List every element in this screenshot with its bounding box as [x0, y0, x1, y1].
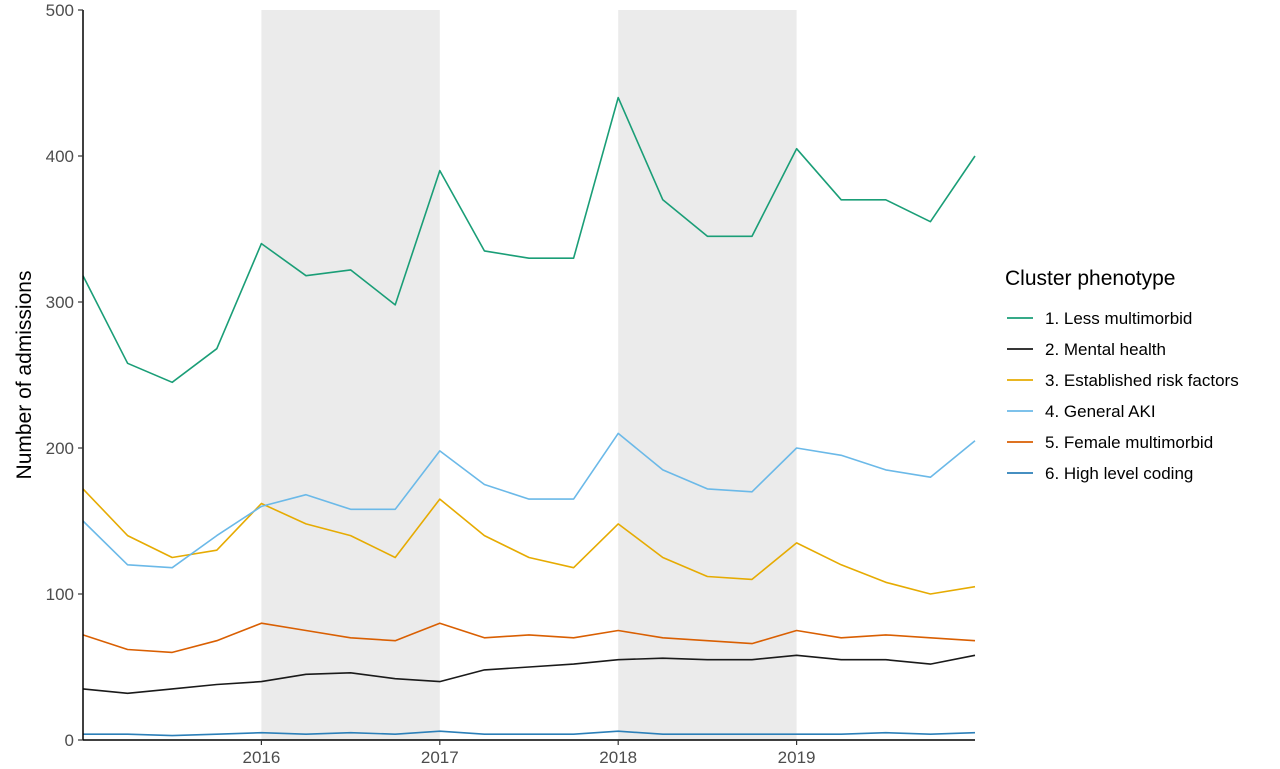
y-tick-label: 300 — [46, 293, 74, 312]
y-ticks: 0 100 200 300 400 500 — [46, 1, 83, 750]
x-tick-label: 2019 — [778, 748, 816, 767]
series-line-2 — [82, 654, 976, 695]
legend-items: 1. Less multimorbid 2. Mental health 3. Es… — [1007, 309, 1239, 483]
y-tick-label: 200 — [46, 439, 74, 458]
x-tick-label: 2016 — [242, 748, 280, 767]
y-tick-label: 500 — [46, 1, 74, 20]
legend-label-4: 4. General AKI — [1045, 402, 1156, 421]
y-tick-label: 100 — [46, 585, 74, 604]
shaded-period-1 — [261, 10, 440, 740]
legend-label-6: 6. High level coding — [1045, 464, 1193, 483]
shaded-period-2 — [618, 10, 797, 740]
shaded-periods — [261, 10, 797, 740]
series-line-4 — [82, 432, 976, 569]
x-tick-label: 2018 — [599, 748, 637, 767]
x-tick-label: 2017 — [421, 748, 459, 767]
legend-label-5: 5. Female multimorbid — [1045, 433, 1213, 452]
series-lines — [82, 96, 976, 737]
legend-title: Cluster phenotype — [1005, 267, 1175, 290]
series-line-6 — [83, 730, 976, 737]
legend-label-3: 3. Established risk factors — [1045, 371, 1239, 390]
y-tick-label: 0 — [65, 731, 74, 750]
series-line-1 — [82, 96, 976, 384]
y-axis-title: Number of admissions — [13, 271, 36, 480]
legend-label-1: 1. Less multimorbid — [1045, 309, 1192, 328]
x-ticks: 2016 2017 2018 2019 — [242, 740, 816, 767]
legend: Cluster phenotype 1. Less multimorbid 2. … — [1005, 267, 1239, 483]
series-line-5 — [82, 622, 976, 654]
y-tick-label: 400 — [46, 147, 74, 166]
legend-label-2: 2. Mental health — [1045, 340, 1166, 359]
series-line-3 — [82, 488, 976, 595]
axes — [82, 10, 975, 741]
